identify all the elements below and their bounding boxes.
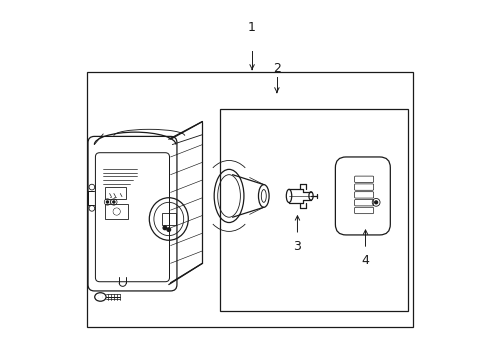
Text: 4: 4 [362, 255, 369, 267]
Circle shape [113, 201, 115, 203]
Text: 3: 3 [294, 240, 301, 253]
Circle shape [106, 201, 109, 203]
Circle shape [375, 201, 378, 204]
Text: 2: 2 [273, 62, 281, 75]
Circle shape [163, 226, 167, 230]
Text: 1: 1 [248, 21, 256, 34]
Bar [87, 72, 414, 327]
Bar [105, 204, 128, 219]
Bar [105, 187, 126, 199]
Circle shape [114, 209, 119, 214]
Bar [220, 109, 408, 311]
Bar [162, 213, 176, 225]
Circle shape [98, 295, 102, 299]
Circle shape [167, 228, 171, 231]
